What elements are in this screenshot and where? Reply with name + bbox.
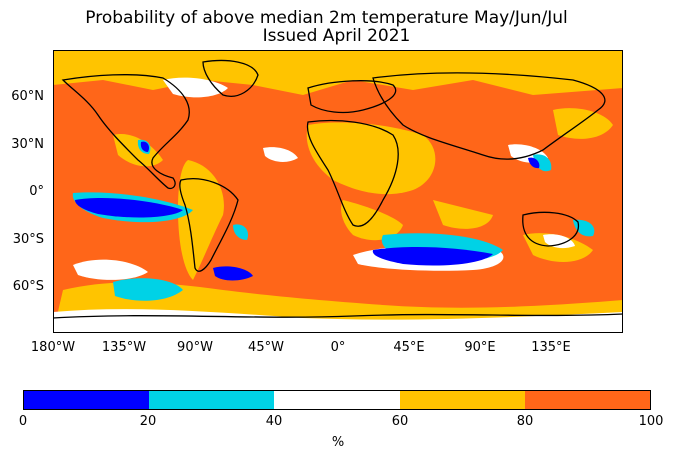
africa-coast [306, 119, 399, 227]
colorbar-bin-80-100 [524, 391, 651, 409]
colorbar-unit-label: % [331, 435, 345, 450]
antarctica-coast [53, 313, 623, 319]
x-tick-135w: 135°W [101, 340, 147, 355]
y-tick-30n: 30°N [11, 137, 44, 152]
colorbar-bin-20-40 [149, 391, 275, 409]
y-tick-60n: 60°N [11, 89, 44, 104]
x-tick-90w: 90°W [177, 340, 213, 355]
colorbar-tick-20: 20 [139, 414, 157, 429]
x-tick-135e: 135°E [531, 340, 571, 355]
x-tick-45e: 45°E [393, 340, 425, 355]
greenland-coast [202, 59, 259, 97]
south-america-coast [179, 178, 239, 272]
y-tick-0: 0° [29, 184, 44, 199]
region-60-80 [53, 50, 623, 333]
australia-coast [522, 211, 580, 247]
x-tick-0: 0° [330, 340, 346, 355]
region-0-20 [75, 141, 540, 281]
y-tick-60s: 60°S [12, 279, 44, 294]
colorbar [23, 390, 651, 410]
colorbar-tick-0: 0 [18, 414, 28, 429]
europe-coast [307, 80, 397, 114]
colorbar-bin-0-20 [24, 391, 150, 409]
colorbar-tick-60: 60 [391, 414, 409, 429]
asia-coast [372, 72, 606, 160]
north-america-coast [61, 74, 190, 190]
colorbar-bin-60-80 [399, 391, 525, 409]
coastlines [53, 59, 623, 319]
probability-map [53, 50, 623, 333]
chart-title: Probability of above median 2m temperatu… [85, 8, 568, 28]
x-tick-45w: 45°W [248, 340, 284, 355]
x-tick-180w: 180°W [30, 340, 76, 355]
chart-subtitle: Issued April 2021 [262, 26, 411, 46]
colorbar-tick-40: 40 [265, 414, 283, 429]
colorbar-tick-80: 80 [516, 414, 534, 429]
x-tick-90e: 90°E [464, 340, 496, 355]
colorbar-bin-40-60 [274, 391, 400, 409]
map-frame [53, 50, 623, 333]
colorbar-tick-100: 100 [638, 414, 664, 429]
y-tick-30s: 30°S [12, 232, 44, 247]
